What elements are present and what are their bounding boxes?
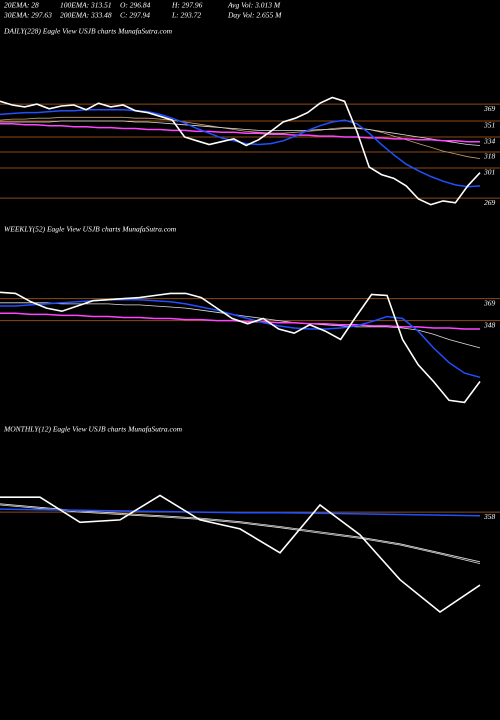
y-tick-label: 301 [483, 168, 495, 177]
stat: 100EMA: 313.51 [60, 1, 112, 10]
stat: L: 293.72 [171, 11, 201, 20]
stat: Avg Vol: 3.013 M [227, 1, 281, 10]
series-line [0, 302, 481, 349]
stat: 200EMA: 333.48 [60, 11, 112, 20]
stat: 30EMA: 297.63 [3, 11, 52, 20]
panel-title: MONTHLY(12) Eagle View USJB charts Munaf… [3, 425, 183, 434]
y-tick-label: 334 [483, 137, 496, 146]
series-line [0, 504, 481, 564]
y-tick-label: 369 [483, 298, 496, 307]
series-line [0, 494, 481, 613]
series-line [0, 120, 481, 146]
series-line [0, 116, 481, 159]
series-line [0, 508, 481, 517]
y-tick-label: 351 [483, 121, 495, 130]
series-line [0, 291, 481, 404]
series-line [0, 123, 480, 143]
y-tick-label: 369 [483, 104, 496, 113]
series-line [0, 298, 481, 379]
series-line [0, 96, 481, 206]
panel-title: DAILY(228) Eagle View USJB charts Munafa… [3, 27, 173, 36]
stat: C: 297.94 [120, 11, 150, 20]
y-tick-label: 318 [483, 152, 496, 161]
y-tick-label: 348 [483, 320, 496, 329]
stat: Day Vol: 2.655 M [227, 11, 282, 20]
stat: O: 296.84 [120, 1, 151, 10]
panel-title: WEEKLY(52) Eagle View USJB charts Munafa… [4, 225, 177, 234]
stat: H: 297.96 [171, 1, 203, 10]
y-tick-label: 358 [483, 512, 496, 521]
stat: 20EMA: 28 [4, 1, 39, 10]
y-tick-label: 269 [484, 198, 496, 207]
